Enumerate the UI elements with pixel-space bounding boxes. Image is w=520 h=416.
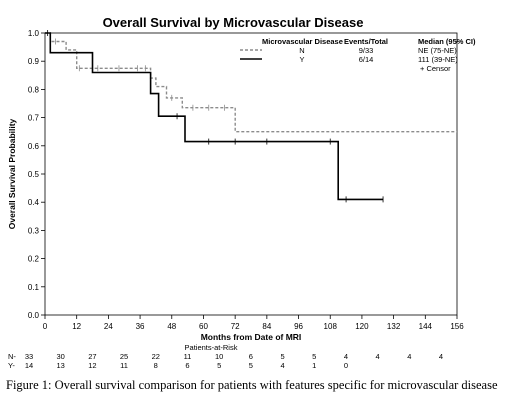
chart-title: Overall Survival by Microvascular Diseas…: [103, 15, 364, 30]
y-tick-label: 0.7: [28, 114, 40, 123]
risk-cell: 6: [249, 352, 253, 361]
y-axis-label: Overall Survival Probability: [7, 118, 17, 229]
risk-cell: 4: [344, 352, 348, 361]
risk-cell: 4: [439, 352, 443, 361]
legend: Microvascular Disease Events/Total Median …: [240, 37, 476, 73]
risk-cell: 22: [152, 352, 160, 361]
plot-frame: [44, 32, 458, 316]
x-axis-ticks: 0 12 24 36 48 60 72 84 96 108 120 132 144 156: [43, 315, 464, 331]
risk-cell: 30: [57, 352, 65, 361]
legend-header: Median (95% CI): [418, 37, 476, 46]
y-tick-label: 1.0: [28, 29, 40, 38]
x-tick-label: 84: [262, 322, 271, 331]
plot-border: [44, 32, 458, 316]
x-tick-label: 36: [136, 322, 145, 331]
x-tick-label: 12: [72, 322, 81, 331]
y-tick-label: 0.3: [28, 226, 40, 235]
survival-curve-n: [45, 32, 457, 133]
y-tick-label: 0.6: [28, 142, 40, 151]
risk-cell: 0: [344, 361, 348, 370]
x-tick-label: 120: [355, 322, 369, 331]
legend-header: Events/Total: [344, 37, 388, 46]
y-axis-ticks: 0.0 0.1 0.2 0.3 0.4 0.5 0.6 0.7 0.8 0.9 1.0: [28, 29, 45, 320]
x-tick-label: 108: [324, 322, 338, 331]
x-tick-label: 144: [419, 322, 433, 331]
figure-caption: Figure 1: Overall survival comparison fo…: [6, 378, 498, 392]
x-tick-label: 24: [104, 322, 113, 331]
survival-chart: Overall Survival by Microvascular Diseas…: [7, 15, 476, 370]
x-tick-label: 96: [294, 322, 303, 331]
y-tick-label: 0.2: [28, 255, 40, 264]
x-tick-label: 72: [231, 322, 240, 331]
legend-events-total: 6/14: [359, 55, 374, 64]
legend-header: Microvascular Disease: [262, 37, 343, 46]
risk-cell: 12: [88, 361, 96, 370]
risk-cell: 4: [407, 352, 411, 361]
risk-cell: 14: [25, 361, 33, 370]
risk-cell: 5: [249, 361, 253, 370]
risk-cell: 6: [185, 361, 189, 370]
risk-cell: 11: [184, 352, 192, 361]
risk-cell: 27: [88, 352, 96, 361]
y-tick-label: 0.4: [28, 198, 40, 207]
x-tick-label: 132: [387, 322, 401, 331]
y-tick-label: 0.9: [28, 57, 40, 66]
x-axis-label: Months from Date of MRI: [201, 332, 302, 342]
risk-row-label: N-: [8, 352, 16, 361]
risk-cell: 5: [280, 352, 284, 361]
risk-cell: 5: [312, 352, 316, 361]
y-tick-label: 0.8: [28, 85, 40, 94]
y-tick-label: 0.1: [28, 283, 40, 292]
y-tick-label: 0.5: [28, 170, 40, 179]
risk-cell: 13: [57, 361, 65, 370]
risk-row-label: Y-: [8, 361, 15, 370]
x-tick-label: 0: [43, 322, 48, 331]
risk-table-title: Patients-at-Risk: [185, 343, 238, 352]
legend-series-name: Y: [299, 55, 304, 64]
risk-cell: 5: [217, 361, 221, 370]
legend-censor-label: + Censor: [420, 64, 451, 73]
risk-cell: 11: [120, 361, 128, 370]
risk-cell: 10: [215, 352, 223, 361]
risk-cell: 1: [312, 361, 316, 370]
risk-cell: 8: [154, 361, 158, 370]
risk-cell: 25: [120, 352, 128, 361]
y-tick-label: 0.0: [28, 311, 40, 320]
legend-series-name: N: [299, 46, 304, 55]
risk-cell: 33: [25, 352, 33, 361]
x-tick-label: 60: [199, 322, 208, 331]
x-tick-label: 156: [450, 322, 464, 331]
legend-median: 111 (39-NE): [418, 55, 458, 64]
survival-curve-y: [45, 32, 384, 201]
x-tick-label: 48: [167, 322, 176, 331]
risk-cell: 4: [280, 361, 284, 370]
legend-median: NE (75-NE): [418, 46, 457, 55]
survival-curves: [45, 30, 457, 203]
legend-events-total: 9/33: [359, 46, 374, 55]
risk-cell: 4: [376, 352, 380, 361]
